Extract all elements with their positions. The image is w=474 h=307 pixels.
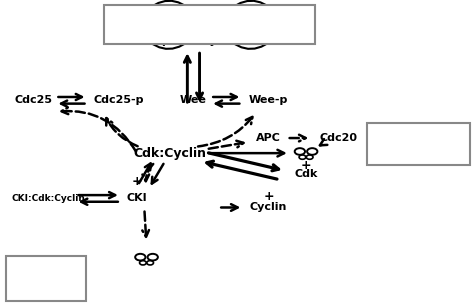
Text: APC: APC xyxy=(256,133,281,143)
Text: Y: Y xyxy=(287,18,296,31)
Text: Cdc25: Cdc25 xyxy=(15,95,53,105)
Text: Cdk:Cyclin: Cdk:Cyclin xyxy=(134,147,207,160)
Text: Cyclin: Cyclin xyxy=(250,203,287,212)
Text: p-Cdk:Cyclin: p-Cdk:Cyclin xyxy=(162,37,239,46)
FancyBboxPatch shape xyxy=(104,5,315,45)
Text: +: + xyxy=(301,159,311,172)
FancyBboxPatch shape xyxy=(367,123,470,165)
Text: A: A xyxy=(64,271,74,284)
Text: C: C xyxy=(438,134,447,147)
Text: Cdc25-p: Cdc25-p xyxy=(93,95,144,105)
Text: A: A xyxy=(205,18,215,31)
Text: CKI:Cdk:Cyclin: CKI:Cdk:Cyclin xyxy=(11,194,85,203)
Text: Wee: Wee xyxy=(180,95,207,105)
Text: Cdc20: Cdc20 xyxy=(320,133,358,143)
Text: A: A xyxy=(377,134,386,147)
Text: I: I xyxy=(20,271,25,284)
Text: +: + xyxy=(132,175,143,188)
Text: X: X xyxy=(123,18,133,31)
FancyBboxPatch shape xyxy=(6,256,85,301)
Text: CKI: CKI xyxy=(127,193,147,204)
Text: Wee-p: Wee-p xyxy=(249,95,288,105)
Text: Cdk: Cdk xyxy=(294,169,318,179)
Text: +: + xyxy=(263,190,274,204)
Text: B: B xyxy=(406,134,415,147)
